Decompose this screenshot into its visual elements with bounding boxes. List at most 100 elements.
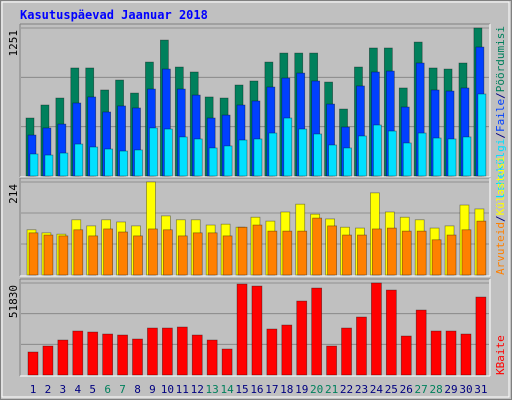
bar (371, 282, 382, 376)
bar (281, 324, 293, 376)
x-tick-label: 16 (250, 383, 263, 396)
bar (341, 327, 352, 376)
x-tick-label: 27 (415, 383, 428, 396)
bar (236, 283, 248, 376)
bar (283, 117, 293, 177)
bar (477, 93, 487, 177)
bar (29, 153, 39, 177)
x-tick-label: 12 (191, 383, 204, 396)
bar (342, 234, 352, 276)
bar (432, 137, 442, 177)
x-tick-label: 9 (149, 383, 156, 396)
bar (445, 330, 457, 376)
x-tick-label: 1 (30, 383, 37, 396)
x-tick-label: 25 (385, 383, 398, 396)
bar (252, 224, 263, 276)
x-tick-label: 7 (119, 383, 126, 396)
x-tick-label: 13 (206, 383, 219, 396)
bar (104, 148, 114, 177)
legend-entry: Lehekülgi (494, 139, 507, 199)
x-tick-label: 17 (265, 383, 278, 396)
bar (356, 316, 367, 376)
bar (251, 285, 263, 376)
bar (176, 326, 188, 376)
bar (57, 339, 69, 376)
bar (178, 136, 188, 177)
bar (357, 234, 367, 276)
bar (415, 309, 427, 376)
bar (358, 135, 367, 177)
bar (431, 239, 442, 276)
legend: Arvuteid/Külastusi (494, 156, 507, 275)
y-tick-label: 51830 (7, 285, 20, 318)
bar (475, 296, 487, 376)
bar (208, 147, 218, 177)
bar (343, 147, 352, 177)
x-tick-label: 8 (134, 383, 141, 396)
bar (147, 327, 158, 376)
bar (313, 133, 323, 177)
bar (163, 229, 173, 276)
bar (297, 230, 308, 276)
bar (326, 345, 337, 376)
x-tick-label: 10 (161, 383, 174, 396)
bar (386, 227, 397, 276)
bar (148, 228, 158, 276)
bar (446, 234, 457, 276)
bar (119, 150, 128, 177)
bar (373, 124, 382, 177)
bar (28, 232, 39, 276)
bar (59, 152, 69, 177)
legend-entry: Pöördumisi (494, 26, 507, 92)
x-tick-label: 24 (370, 383, 384, 396)
x-tick-label: 19 (295, 383, 308, 396)
legend-entry: Faile (494, 99, 507, 132)
bar (268, 132, 278, 177)
bar (102, 333, 114, 376)
bar (447, 138, 457, 177)
bar (191, 334, 203, 376)
y-tick-label: 214 (7, 184, 20, 204)
x-tick-label: 2 (45, 383, 52, 396)
legend-entry: Külastusi (494, 156, 507, 216)
bar (312, 217, 323, 276)
bar (462, 136, 472, 177)
bar (88, 235, 99, 276)
bar (117, 334, 128, 376)
bar (238, 139, 248, 177)
bar (282, 230, 293, 276)
x-tick-label: 3 (60, 383, 67, 396)
bar (149, 127, 158, 177)
x-tick-label: 31 (474, 383, 487, 396)
legend: Lehekülgi/Faile/Pöördumisi (494, 26, 507, 198)
legend: KBaite (494, 335, 507, 375)
bar (74, 143, 84, 177)
bar (222, 235, 233, 276)
bar (162, 327, 173, 376)
bar (476, 220, 487, 276)
bar (42, 345, 54, 376)
bar (132, 338, 143, 376)
bar (27, 351, 39, 376)
bar (267, 230, 278, 276)
bar (134, 149, 143, 177)
bar (237, 226, 248, 276)
bar (298, 128, 308, 177)
bar (118, 231, 128, 276)
bar (416, 230, 427, 276)
legend-separator: / (494, 132, 507, 139)
bar (296, 300, 308, 376)
bar (461, 229, 472, 276)
bar (43, 234, 54, 276)
bar (221, 348, 233, 376)
bar (430, 330, 442, 376)
x-tick-label: 18 (280, 383, 293, 396)
bar (253, 138, 263, 177)
x-tick-label: 26 (400, 383, 413, 396)
legend-separator: / (494, 215, 507, 222)
legend-separator: / (494, 92, 507, 99)
bar (89, 146, 99, 177)
chart-title: Kasutuspäevad Jaanuar 2018 (20, 8, 208, 22)
